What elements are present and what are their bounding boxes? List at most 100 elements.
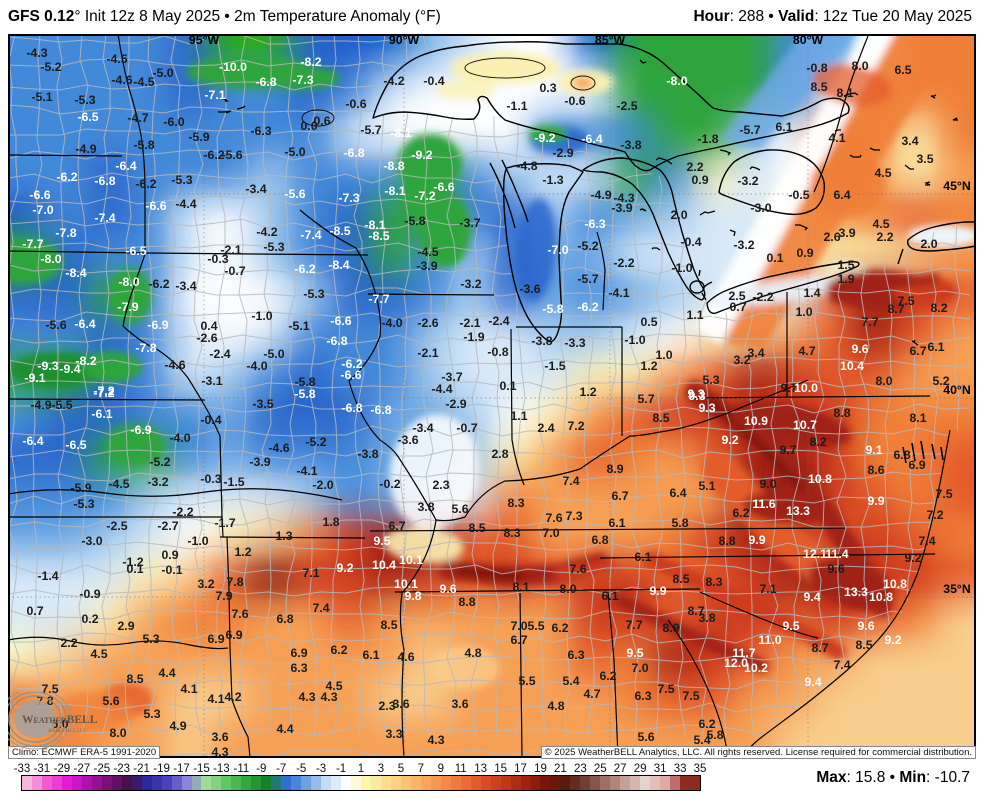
svg-text:7.1: 7.1 <box>302 566 319 580</box>
svg-text:-0.4: -0.4 <box>423 74 444 88</box>
svg-text:-4.0: -4.0 <box>169 431 190 445</box>
svg-text:7.4: 7.4 <box>562 474 579 488</box>
svg-text:-7.1: -7.1 <box>204 88 225 102</box>
svg-text:4.3: 4.3 <box>211 745 228 758</box>
svg-text:-4.2: -4.2 <box>256 225 277 239</box>
svg-text:9.6: 9.6 <box>439 582 456 596</box>
svg-text:8.7: 8.7 <box>687 604 704 618</box>
svg-text:10.9: 10.9 <box>744 414 768 428</box>
svg-text:-5.7: -5.7 <box>739 123 760 137</box>
svg-text:7.4: 7.4 <box>312 601 329 615</box>
svg-text:9.3: 9.3 <box>698 401 715 415</box>
svg-text:-5.2: -5.2 <box>577 239 598 253</box>
svg-text:6.9: 6.9 <box>908 458 925 472</box>
svg-text:1.2: 1.2 <box>579 385 596 399</box>
svg-text:-5.6: -5.6 <box>45 318 66 332</box>
svg-text:3.6: 3.6 <box>451 697 468 711</box>
svg-text:-4.6: -4.6 <box>268 441 289 455</box>
svg-text:-0.3: -0.3 <box>207 252 228 266</box>
svg-text:12.1: 12.1 <box>803 547 827 561</box>
svg-text:-3.2: -3.2 <box>733 238 754 252</box>
svg-text:-5.2: -5.2 <box>40 60 61 74</box>
svg-text:6.1: 6.1 <box>634 550 651 564</box>
svg-text:-6.2: -6.2 <box>203 148 224 162</box>
svg-text:5.5: 5.5 <box>527 619 544 633</box>
svg-text:-6.1: -6.1 <box>91 407 112 421</box>
svg-text:8.8: 8.8 <box>458 595 475 609</box>
svg-text:-3.8: -3.8 <box>531 334 552 348</box>
svg-text:9.1: 9.1 <box>865 443 882 457</box>
svg-text:-6.0: -6.0 <box>163 115 184 129</box>
svg-text:0.7: 0.7 <box>729 300 746 314</box>
svg-text:9.4: 9.4 <box>804 675 821 689</box>
svg-text:5.3: 5.3 <box>142 632 159 646</box>
svg-text:4.1: 4.1 <box>828 131 845 145</box>
svg-text:7.6: 7.6 <box>231 607 248 621</box>
svg-text:-3.8: -3.8 <box>357 447 378 461</box>
svg-text:-6.8: -6.8 <box>255 75 276 89</box>
svg-text:0.3: 0.3 <box>539 81 556 95</box>
svg-text:3.2: 3.2 <box>197 577 214 591</box>
svg-text:-5.3: -5.3 <box>74 93 95 107</box>
svg-text:-5.0: -5.0 <box>263 347 284 361</box>
svg-text:8.1: 8.1 <box>512 580 529 594</box>
svg-text:-5.6: -5.6 <box>221 148 242 162</box>
svg-text:-0.4: -0.4 <box>200 413 221 427</box>
svg-text:-4.3: -4.3 <box>613 191 634 205</box>
svg-text:-3.4: -3.4 <box>412 421 433 435</box>
svg-text:10.0: 10.0 <box>794 381 818 395</box>
svg-text:2.6: 2.6 <box>823 230 840 244</box>
svg-text:-6.2: -6.2 <box>135 177 156 191</box>
svg-text:-3.9: -3.9 <box>249 455 270 469</box>
svg-text:8.7: 8.7 <box>887 302 904 316</box>
svg-text:1.9: 1.9 <box>837 272 854 286</box>
svg-text:8.5: 8.5 <box>672 572 689 586</box>
svg-text:6.1: 6.1 <box>601 589 618 603</box>
svg-text:4.7: 4.7 <box>583 687 600 701</box>
svg-text:-4.8: -4.8 <box>516 159 537 173</box>
svg-text:6.7: 6.7 <box>388 519 405 533</box>
svg-text:5.4: 5.4 <box>562 674 579 688</box>
svg-text:0.1: 0.1 <box>766 251 783 265</box>
svg-text:7.4: 7.4 <box>833 658 850 672</box>
svg-text:6.1: 6.1 <box>775 120 792 134</box>
svg-text:9.6: 9.6 <box>857 619 874 633</box>
svg-text:-8.0: -8.0 <box>118 275 139 289</box>
svg-text:-2.6: -2.6 <box>196 331 217 345</box>
svg-text:90°W: 90°W <box>389 34 420 47</box>
svg-text:ANALYTICS LLC: ANALYTICS LLC <box>48 729 87 734</box>
svg-text:13.3: 13.3 <box>786 504 810 518</box>
svg-text:1.4: 1.4 <box>803 286 820 300</box>
svg-text:-8.4: -8.4 <box>65 266 86 280</box>
svg-text:7.1: 7.1 <box>759 582 776 596</box>
svg-text:3.2: 3.2 <box>733 353 750 367</box>
svg-text:7.3: 7.3 <box>565 509 582 523</box>
svg-text:5.6: 5.6 <box>451 502 468 516</box>
svg-text:9.6: 9.6 <box>851 342 868 356</box>
svg-text:-0.5: -0.5 <box>788 188 809 202</box>
svg-text:-8.0: -8.0 <box>40 252 61 266</box>
svg-text:-7.0: -7.0 <box>32 203 53 217</box>
svg-text:7.0: 7.0 <box>631 661 648 675</box>
svg-text:8.3: 8.3 <box>705 575 722 589</box>
svg-text:-5.7: -5.7 <box>360 123 381 137</box>
svg-text:0.1: 0.1 <box>499 379 516 393</box>
svg-text:9.7: 9.7 <box>779 443 796 457</box>
svg-text:6.9: 6.9 <box>225 628 242 642</box>
svg-text:6.9: 6.9 <box>207 632 224 646</box>
svg-text:-6.3: -6.3 <box>584 217 605 231</box>
svg-text:-1.9: -1.9 <box>463 330 484 344</box>
svg-text:-7.4: -7.4 <box>94 211 115 225</box>
svg-text:-0.6: -0.6 <box>564 94 585 108</box>
svg-text:2.0: 2.0 <box>920 237 937 251</box>
svg-text:0.9: 0.9 <box>691 173 708 187</box>
svg-text:1.5: 1.5 <box>837 258 854 272</box>
svg-text:6.7: 6.7 <box>510 633 527 647</box>
svg-text:-4.5: -4.5 <box>108 477 129 491</box>
svg-text:-6.4: -6.4 <box>74 317 95 331</box>
svg-text:11.6: 11.6 <box>752 497 775 511</box>
svg-text:6.3: 6.3 <box>634 689 651 703</box>
svg-text:-6.2: -6.2 <box>148 277 169 291</box>
svg-text:2.9: 2.9 <box>117 619 134 633</box>
svg-text:10.8: 10.8 <box>869 590 893 604</box>
